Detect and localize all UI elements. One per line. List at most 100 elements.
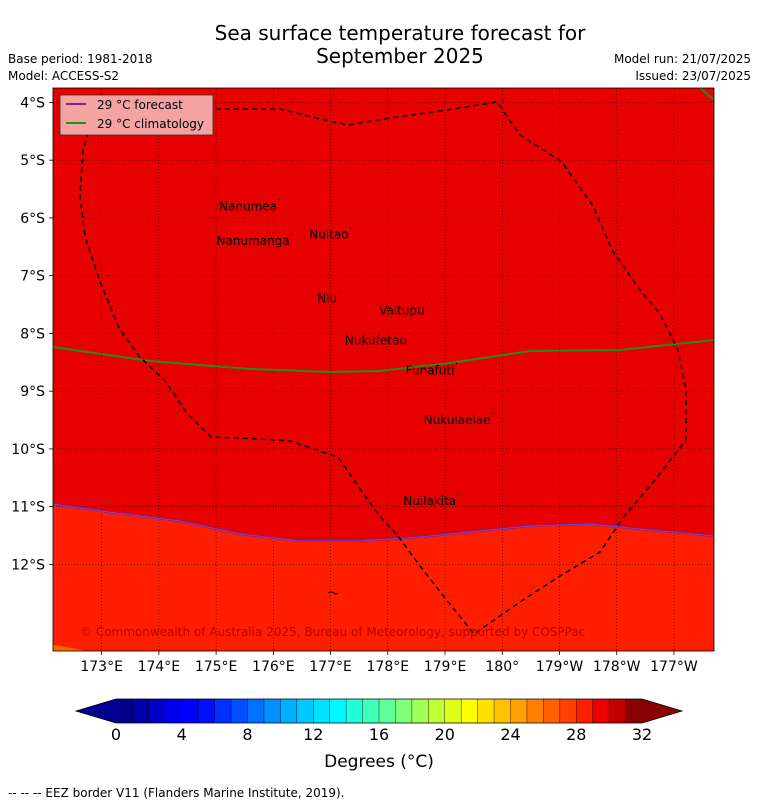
colorbar-tick-label: 8 (242, 725, 252, 744)
lon-tick-label: 178°W (593, 659, 641, 675)
eez-border (79, 101, 687, 636)
lat-tick-label: 4°S (20, 95, 45, 111)
colorbar-segment (494, 699, 511, 723)
place-label-nanumanga: Nanumanga (216, 234, 289, 248)
colorbar-segment (296, 699, 314, 723)
lat-tick-label: 10°S (11, 442, 45, 458)
place-labels: Nanumea Nuitao Nanumanga Niu Vaitupu Nukufeta… (216, 198, 494, 508)
place-label-nukulaelae: Nukulaelae (424, 413, 491, 427)
colorbar-segment (132, 699, 150, 723)
lon-tick-label: 174°E (138, 659, 181, 675)
colorbar-segment (526, 699, 544, 723)
colorbar-segment (116, 699, 133, 723)
page-title: Sea surface temperature forecast for Sep… (180, 22, 620, 68)
colorbar-segment (411, 699, 429, 723)
colorbar-tick-label: 16 (369, 725, 389, 744)
colorbar-max-arrow (642, 699, 682, 723)
colorbar-tick-label: 12 (303, 725, 323, 744)
colorbar-segment (395, 699, 413, 723)
issued-date: Issued: 23/07/2025 (635, 69, 751, 83)
island-marker (278, 198, 280, 201)
island-marker (408, 332, 410, 335)
title-line-2: September 2025 (316, 44, 484, 68)
lon-tick-label: 177°W (650, 659, 698, 675)
plot-frame (52, 87, 715, 652)
lat-tick-label: 6°S (20, 211, 45, 227)
lat-tick-label: 8°S (20, 326, 45, 342)
colorbar-tick-label: 24 (500, 725, 520, 744)
lat-tick-label: 12°S (11, 557, 45, 573)
legend-forecast-label: 29 °C forecast (97, 98, 183, 112)
place-label-nuitao: Nuitao (309, 228, 348, 242)
lon-tick-label: 175°E (195, 659, 238, 675)
place-label-nuilakita: Nuilakita (403, 494, 456, 508)
colorbar-tick-label: 20 (435, 725, 455, 744)
title-line-1: Sea surface temperature forecast for (214, 21, 586, 45)
colorbar-segment (444, 699, 462, 723)
colorbar-segment (181, 699, 199, 723)
lat-tick-label: 9°S (20, 384, 45, 400)
island-outline (327, 591, 339, 595)
colorbar-segment (559, 699, 577, 723)
model-name: Model: ACCESS-S2 (8, 69, 120, 83)
colorbar-segment (148, 699, 166, 723)
island-marker (491, 412, 494, 414)
map-legend: 29 °C forecast 29 °C climatology (59, 94, 214, 136)
colorbar-tick-label: 28 (566, 725, 586, 744)
place-label-nanumea: Nanumea (219, 199, 277, 213)
cooler-sst-region (53, 504, 714, 651)
colorbar-tick-label: 0 (111, 725, 121, 744)
colorbar-tick-label: 4 (177, 725, 187, 744)
colorbar-segment (461, 699, 478, 723)
warmer-patch-corner (53, 645, 85, 651)
colorbar-segment (362, 699, 380, 723)
lon-tick-label: 178°E (367, 659, 410, 675)
colorbar-segment (576, 699, 593, 723)
colorbar-segment (379, 699, 396, 723)
colorbar-segment (592, 699, 610, 723)
eez-footnote: -- -- -- EEZ border V11 (Flanders Marine… (8, 786, 345, 800)
colorbar-segment (428, 699, 446, 723)
colorbar-segment (263, 699, 281, 723)
lon-tick-label: 179°W (536, 659, 584, 675)
climatology-29c-contour-lower (53, 339, 714, 374)
place-label-niu: Niu (317, 291, 337, 305)
lon-tick-label: 179°E (424, 659, 467, 675)
forecast-contour-highlight (53, 503, 714, 542)
colorbar-segment (313, 699, 330, 723)
colorbar-segment (609, 699, 626, 723)
colorbar-segment (214, 699, 232, 723)
colorbar-segment (346, 699, 363, 723)
legend-climatology-label: 29 °C climatology (97, 117, 204, 131)
island-marker (455, 362, 458, 365)
lat-tick-label: 11°S (11, 500, 45, 516)
colorbar-tick-label: 32 (632, 725, 652, 744)
island-marker (349, 226, 352, 229)
colorbar-segment (329, 699, 347, 723)
colorbar-min-arrow (76, 699, 116, 723)
lat-tick-label: 5°S (20, 153, 45, 169)
colorbar-segment (165, 699, 183, 723)
colorbar-title: Degrees (°C) (324, 752, 434, 772)
base-period: Base period: 1981-2018 (8, 52, 153, 66)
latitude-axis: 4°S 5°S 6°S 7°S 8°S 9°S 10°S 11°S 12°S (11, 95, 53, 573)
colorbar: 0 4 8 12 16 20 24 28 32 (74, 698, 684, 744)
lon-tick-label: 177°E (309, 659, 352, 675)
graticule (53, 88, 714, 651)
meta-left: Base period: 1981-2018 Model: ACCESS-S2 (8, 51, 153, 85)
colorbar-segment (477, 699, 495, 723)
colorbar-segment (625, 699, 643, 723)
copyright-notice: © Commonwealth of Australia 2025, Bureau… (80, 625, 585, 639)
island-marker (457, 493, 459, 495)
colorbar-segment (198, 699, 215, 723)
model-run: Model run: 21/07/2025 (613, 52, 751, 66)
island-marker (425, 302, 428, 305)
island-marker (290, 233, 293, 235)
colorbar-segment (510, 699, 528, 723)
lon-tick-label: 173°E (80, 659, 123, 675)
colorbar-segment (247, 699, 265, 723)
colorbar-outline (74, 698, 684, 724)
meta-right: Model run: 21/07/2025 Issued: 23/07/2025 (614, 51, 751, 85)
place-label-funafuti: Funafuti (406, 363, 455, 377)
